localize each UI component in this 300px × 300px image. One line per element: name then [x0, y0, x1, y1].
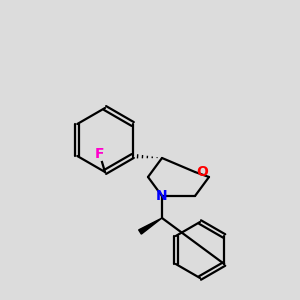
- Polygon shape: [139, 218, 162, 234]
- Text: F: F: [95, 147, 105, 161]
- Text: O: O: [196, 165, 208, 179]
- Text: N: N: [156, 189, 168, 203]
